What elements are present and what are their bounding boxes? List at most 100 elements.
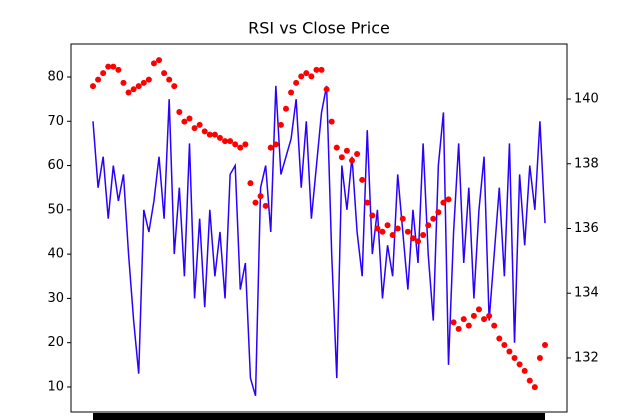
- price-dot: [516, 361, 523, 368]
- y2-tick-label: 138: [574, 156, 599, 171]
- price-dot: [232, 141, 239, 148]
- price-dot: [181, 118, 188, 125]
- price-dot: [354, 151, 361, 158]
- price-dot: [420, 231, 427, 238]
- price-dot: [237, 144, 244, 151]
- price-dot: [536, 354, 543, 361]
- price-dot: [211, 131, 218, 138]
- price-dot: [110, 63, 117, 70]
- price-dot: [374, 225, 381, 232]
- price-dot: [140, 79, 147, 86]
- price-dot: [262, 202, 269, 209]
- y-tick-label: 50: [47, 202, 64, 217]
- y-tick-label: 20: [47, 335, 64, 350]
- price-dot: [455, 325, 462, 332]
- price-dot: [460, 316, 467, 323]
- price-dot: [470, 312, 477, 319]
- price-dot: [267, 144, 274, 151]
- price-dot: [272, 141, 279, 148]
- price-dot: [166, 76, 173, 83]
- price-dot: [506, 348, 513, 355]
- y2-tick-label: 132: [574, 350, 599, 365]
- price-dot: [201, 128, 208, 135]
- price-dot: [135, 83, 142, 90]
- price-dot: [206, 131, 213, 138]
- price-dot: [409, 235, 416, 242]
- y-tick-label: 40: [47, 247, 64, 262]
- price-dot: [303, 70, 310, 77]
- price-dot: [501, 342, 508, 349]
- price-dot: [115, 66, 122, 73]
- price-dot: [257, 193, 264, 200]
- price-dot: [298, 73, 305, 80]
- price-dot: [156, 57, 163, 64]
- price-dot: [105, 63, 112, 70]
- price-dot: [145, 76, 152, 83]
- price-dot: [526, 377, 533, 384]
- price-dot: [282, 105, 289, 112]
- price-dot: [415, 238, 422, 245]
- price-dot: [288, 89, 295, 96]
- price-dot: [486, 312, 493, 319]
- price-dot: [293, 79, 300, 86]
- y-tick-label: 30: [47, 291, 64, 306]
- y2-tick-label: 140: [574, 92, 599, 107]
- chart-title: RSI vs Close Price: [248, 19, 390, 38]
- price-dot: [130, 86, 137, 93]
- y-tick-label: 70: [47, 114, 64, 129]
- price-dot: [216, 134, 223, 141]
- price-dot: [277, 121, 284, 128]
- price-dot: [252, 199, 259, 206]
- price-dot: [222, 138, 229, 145]
- y-tick-label: 80: [47, 69, 64, 84]
- price-dot: [171, 83, 178, 90]
- price-dot: [450, 319, 457, 326]
- price-dot: [186, 115, 193, 122]
- price-dot: [95, 76, 102, 83]
- price-dot: [369, 212, 376, 219]
- y-tick-label: 10: [47, 379, 64, 394]
- price-dot: [90, 83, 96, 90]
- price-dot: [161, 70, 168, 77]
- price-dot: [521, 367, 528, 374]
- price-dot: [364, 199, 371, 206]
- price-dot: [247, 180, 254, 187]
- price-dot: [150, 60, 157, 67]
- price-dot: [333, 144, 340, 151]
- y-tick-label: 60: [47, 158, 64, 173]
- price-dot: [404, 228, 411, 235]
- rsi-line: [92, 85, 546, 397]
- price-dot: [120, 79, 127, 86]
- price-dot: [425, 222, 432, 229]
- price-dot: [100, 70, 107, 77]
- price-dot: [440, 199, 447, 206]
- price-dot: [384, 222, 391, 229]
- price-dot: [313, 66, 320, 73]
- price-dot: [389, 231, 396, 238]
- price-dot: [465, 322, 472, 329]
- y2-tick-label: 134: [574, 286, 599, 301]
- price-dot: [531, 384, 538, 391]
- price-dot: [328, 118, 335, 125]
- price-dot: [227, 138, 234, 145]
- price-dot: [349, 157, 356, 164]
- price-dot: [542, 342, 548, 349]
- price-dot: [323, 86, 330, 93]
- price-dot: [481, 316, 488, 323]
- price-dot: [394, 225, 401, 232]
- price-dot: [399, 215, 406, 222]
- price-dot: [379, 228, 386, 235]
- price-dot: [318, 66, 325, 73]
- price-dot: [435, 209, 442, 216]
- price-dot: [430, 215, 437, 222]
- price-dot: [191, 125, 198, 132]
- price-dot: [359, 176, 366, 183]
- x-tick-labels-overlap: [93, 413, 545, 420]
- price-dot: [475, 306, 482, 313]
- price-dot: [196, 121, 203, 128]
- price-dot: [511, 354, 518, 361]
- price-dot: [125, 89, 132, 96]
- plot-frame: [70, 43, 568, 413]
- price-dot: [176, 108, 183, 115]
